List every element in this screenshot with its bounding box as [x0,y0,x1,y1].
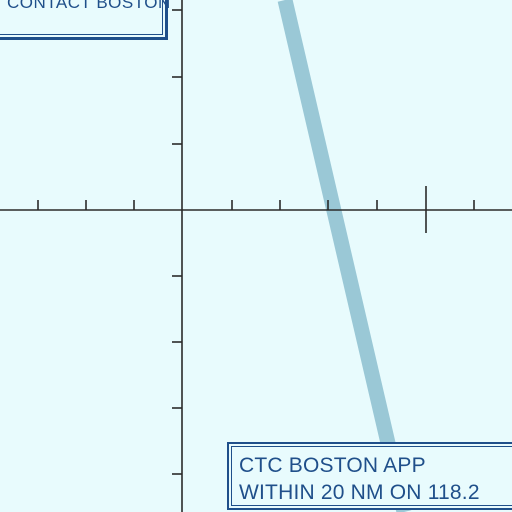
notice-top-text: CONTACT BOSTON [7,0,171,12]
ctc-boston-app-notice: CTC BOSTON APP WITHIN 20 NM ON 118.2 [227,442,512,510]
contact-boston-notice: CONTACT BOSTON [0,0,171,40]
notice-bottom-line2: WITHIN 20 NM ON 118.2 [239,481,480,504]
horizontal-ticks [37,186,475,233]
notice-bottom-line1: CTC BOSTON APP [239,454,426,477]
route-band [277,0,412,512]
vertical-ticks [172,9,182,475]
